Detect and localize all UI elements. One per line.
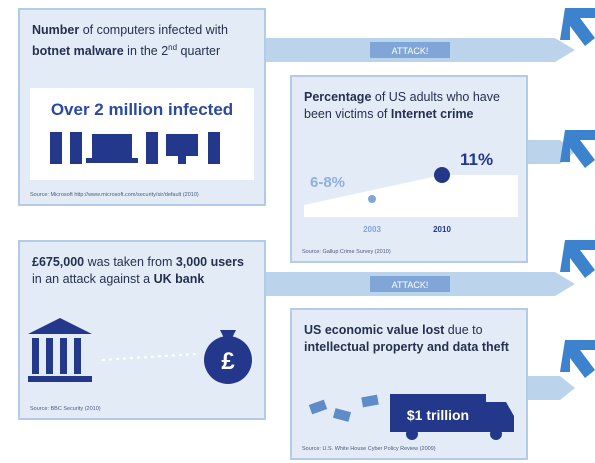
panel-title: Number of computers infected with botnet… xyxy=(32,22,254,60)
source: Source: Gallup Crime Survey (2010) xyxy=(302,249,391,255)
trend: 6-8% 11% 2003 2010 xyxy=(304,150,518,234)
point xyxy=(434,167,450,183)
label-bg xyxy=(370,276,450,292)
arrow xyxy=(560,240,595,278)
arrow xyxy=(560,130,595,168)
t: nd xyxy=(168,43,178,52)
t: botnet malware xyxy=(32,44,124,59)
t: of US adults who have been victims of xyxy=(304,90,500,121)
t: Number xyxy=(32,23,80,37)
arrow xyxy=(560,8,595,46)
point xyxy=(368,195,376,203)
t: 3,000 users xyxy=(175,255,244,269)
tower xyxy=(50,132,62,164)
monitor xyxy=(178,156,186,164)
year: 2010 xyxy=(433,225,451,234)
dash xyxy=(101,353,197,361)
bill xyxy=(332,408,352,422)
t: due to xyxy=(444,323,483,337)
source: Source: Microsoft http://www.microsoft.c… xyxy=(30,192,199,198)
point-label: 11% xyxy=(460,150,493,169)
t: Internet crime xyxy=(390,107,474,121)
truck-cab xyxy=(486,402,514,432)
arrows xyxy=(560,8,595,378)
trend-area xyxy=(304,175,518,217)
label-bg xyxy=(370,42,450,58)
panel-title: US economic value lost due to intellectu… xyxy=(304,322,516,356)
t: quarter xyxy=(177,44,221,59)
bank: £ xyxy=(28,318,252,384)
t: in an attack against a xyxy=(32,272,154,286)
t: £675,000 xyxy=(32,255,85,269)
t: UK bank xyxy=(153,272,205,286)
truck-body xyxy=(390,394,486,432)
t: intellectual property and data theft xyxy=(304,340,509,354)
panel: Percentage of US adults who have been vi… xyxy=(290,75,528,263)
bill xyxy=(361,394,379,408)
truck: $1 trillion xyxy=(308,394,514,440)
panel: £675,000 was taken from 3,000 users in a… xyxy=(18,240,266,420)
headline: $1 trillion xyxy=(407,407,469,423)
band xyxy=(525,376,575,400)
source: Source: U.S. White House Cyber Policy Re… xyxy=(302,446,436,452)
tower xyxy=(146,132,158,164)
bill xyxy=(308,399,328,415)
panel-title: £675,000 was taken from 3,000 users in a… xyxy=(32,254,254,288)
source: Source: BBC Security (2010) xyxy=(30,406,101,412)
computers xyxy=(50,132,220,164)
t: US economic value lost xyxy=(304,323,445,337)
year: 2003 xyxy=(363,225,381,234)
money-bag xyxy=(204,336,252,384)
arrow xyxy=(560,340,595,378)
point-label: 6-8% xyxy=(310,174,345,191)
laptop xyxy=(92,134,132,158)
panel-title: Percentage of US adults who have been vi… xyxy=(304,89,516,123)
t: Percentage xyxy=(304,90,372,104)
tower xyxy=(70,132,82,164)
monitor xyxy=(166,134,198,156)
t: in the 2 xyxy=(123,44,169,59)
money-bag xyxy=(220,330,236,338)
icon-label: £ xyxy=(221,348,235,375)
panel: Number of computers infected with botnet… xyxy=(18,8,266,206)
tower xyxy=(208,132,220,164)
t: was taken from xyxy=(84,255,176,269)
headline: Over 2 million infected xyxy=(50,100,234,119)
panel: US economic value lost due to intellectu… xyxy=(290,308,528,460)
roof xyxy=(28,318,92,334)
connector-label: ATTACK! xyxy=(392,280,429,290)
connector-label: ATTACK! xyxy=(392,46,429,56)
t: of computers infected with xyxy=(79,23,228,37)
laptop xyxy=(86,158,138,163)
